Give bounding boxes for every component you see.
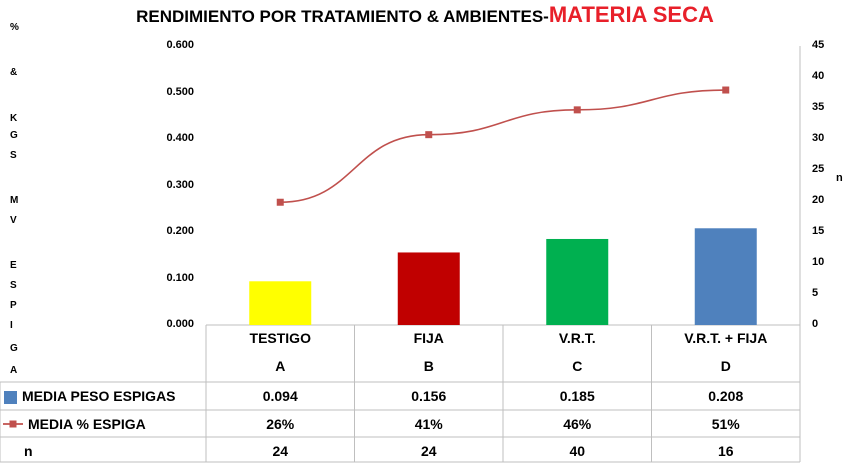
y-axis-label-char: S (10, 280, 17, 291)
y-axis-label-char: M (10, 195, 19, 206)
category-label: V.R.T. + FIJA (684, 330, 768, 346)
left-axis-tick-label: 0.000 (166, 318, 194, 330)
y-axis-label-char: & (10, 67, 18, 78)
line-point-B (425, 131, 433, 139)
table-row-label: MEDIA PESO ESPIGAS (22, 388, 176, 404)
right-axis-tick-label: 35 (812, 101, 825, 113)
legend-swatch-marker (9, 420, 17, 428)
line-point-A (276, 198, 284, 206)
bar-B (397, 252, 460, 325)
table-cell: 0.208 (708, 388, 744, 404)
line-point-D (722, 86, 730, 94)
left-axis-tick-label: 0.400 (166, 132, 194, 144)
right-axis-tick-label: 20 (812, 194, 825, 206)
table-cell: 46% (563, 416, 592, 432)
left-axis-tick-label: 0.200 (166, 225, 194, 237)
chart-title-highlight: MATERIA SECA (548, 2, 714, 27)
y-axis-label-char: K (10, 113, 18, 124)
category-code: C (572, 358, 583, 374)
table-cell: 0.094 (262, 388, 298, 404)
table-row-label: MEDIA % ESPIGA (28, 416, 146, 432)
right-axis-tick-label: 5 (812, 287, 819, 299)
left-axis-tick-label: 0.500 (166, 85, 194, 98)
table-cell: 0.156 (411, 388, 447, 404)
right-axis-tick-label: 10 (812, 256, 825, 268)
table-cell: 0.185 (559, 388, 595, 404)
table-cell: 40 (569, 443, 586, 459)
table-cell: 51% (711, 416, 740, 432)
bar-A (249, 281, 312, 325)
right-axis-tick-label: 45 (812, 39, 825, 51)
left-axis-tick-label: 0.600 (166, 39, 194, 51)
category-label: V.R.T. (558, 330, 596, 346)
table-cell: 24 (272, 443, 289, 459)
right-axis-tick-label: 0 (812, 318, 819, 330)
y-axis-label-char: G (10, 130, 18, 141)
table-row-label: n (24, 443, 33, 459)
y-axis-label-char: I (10, 320, 13, 331)
right-axis-tick-label: 25 (812, 163, 825, 175)
y-axis-label-char: S (10, 150, 17, 161)
table-cell: 24 (420, 443, 437, 459)
left-axis-tick-label: 0.100 (166, 271, 194, 284)
category-code: D (720, 358, 731, 374)
category-code: B (423, 358, 434, 374)
right-axis-label: n (836, 171, 843, 184)
right-axis-tick-label: 40 (812, 70, 825, 82)
right-axis-tick-label: 30 (812, 132, 825, 144)
table-cell: 16 (717, 443, 734, 459)
right-axis-tick-label: 15 (812, 225, 825, 237)
line-point-C (573, 106, 581, 114)
y-axis-label-char: G (10, 343, 18, 354)
table-cell: 26% (266, 416, 295, 432)
y-axis-label-char: A (10, 365, 18, 376)
category-label: TESTIGO (249, 330, 311, 346)
line-series-media-pct (280, 89, 726, 204)
table-cell: 41% (414, 416, 443, 432)
y-axis-label-char: V (10, 215, 17, 226)
bar-D (694, 228, 757, 325)
left-axis-tick-label: 0.300 (166, 178, 194, 191)
y-axis-label-char: % (10, 22, 19, 33)
bar-C (546, 238, 609, 325)
chart-title: RENDIMIENTO POR TRATAMIENTO & AMBIENTES-… (0, 2, 850, 28)
y-axis-label-char: P (10, 300, 17, 311)
category-label: FIJA (413, 330, 444, 346)
legend-swatch-bar (4, 391, 17, 404)
category-code: A (275, 358, 286, 374)
chart-title-main: RENDIMIENTO POR TRATAMIENTO & AMBIENTES- (136, 7, 549, 26)
y-axis-label-char: E (10, 260, 17, 271)
